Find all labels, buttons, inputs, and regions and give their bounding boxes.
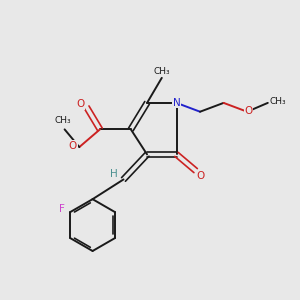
- Text: CH₃: CH₃: [55, 116, 71, 125]
- Text: H: H: [110, 169, 118, 179]
- Text: O: O: [69, 141, 77, 151]
- Text: O: O: [244, 106, 253, 116]
- Text: O: O: [196, 171, 204, 181]
- Text: O: O: [76, 99, 84, 110]
- Text: N: N: [172, 98, 180, 108]
- Text: CH₃: CH₃: [154, 67, 170, 76]
- Text: CH₃: CH₃: [270, 97, 286, 106]
- Text: F: F: [59, 204, 65, 214]
